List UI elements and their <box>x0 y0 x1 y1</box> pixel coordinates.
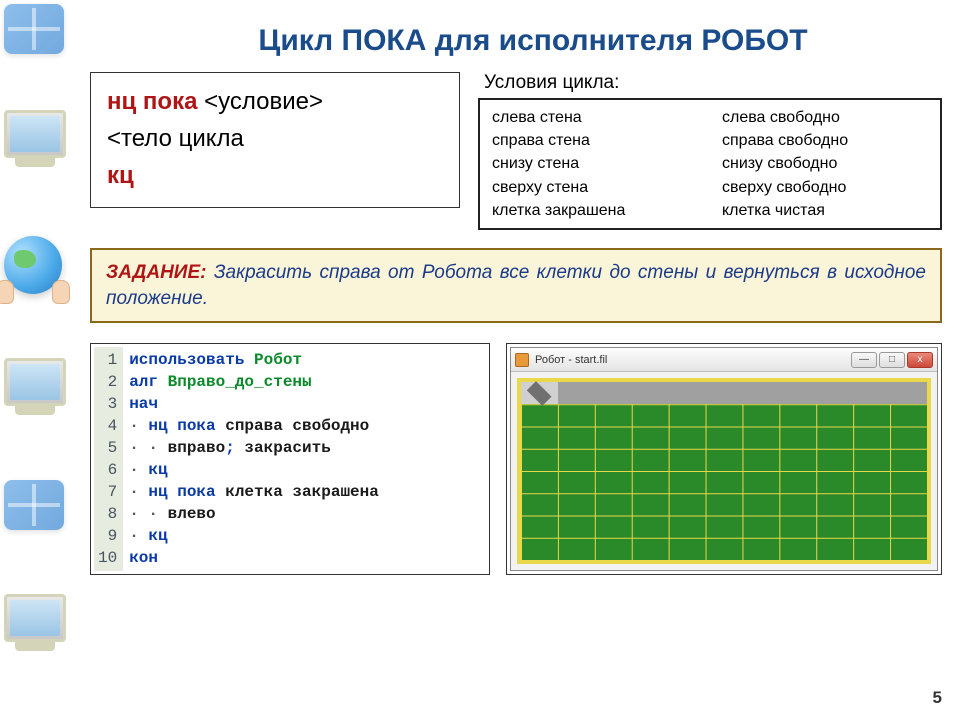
conditions-box: слева стенасправа стенаснизу стенасверху… <box>478 98 942 230</box>
maximize-button[interactable]: □ <box>879 352 905 368</box>
code-panel: 12345678910 использовать Роботалг Вправо… <box>90 343 490 575</box>
task-label: ЗАДАНИЕ: <box>106 262 206 283</box>
robot <box>521 382 558 404</box>
code-lines: использовать Роботалг Вправо_до_стенынач… <box>123 347 385 571</box>
code-gutter: 12345678910 <box>94 347 123 571</box>
app-icon <box>515 353 529 367</box>
task-text: Закрасить справа от Робота все клетки до… <box>106 262 926 309</box>
kw-nc-poka: нц пока <box>107 88 197 115</box>
grid-overlay <box>521 382 927 560</box>
window-title: Робот - start.fil <box>535 354 607 366</box>
robot-field <box>517 378 931 564</box>
page-title: Цикл ПОКА для исполнителя РОБОТ <box>124 24 942 58</box>
conditions-col1: слева стенасправа стенаснизу стенасверху… <box>480 104 710 224</box>
syntax-box: нц пока <условие> <тело цикла кц <box>90 72 460 208</box>
robot-panel: Робот - start.fil — □ x <box>506 343 942 575</box>
conditions-col2: слева свободносправа свободноснизу свобо… <box>710 104 940 224</box>
close-button[interactable]: x <box>907 352 933 368</box>
syntax-body: <тело цикла <box>107 120 443 157</box>
syntax-cond: <условие> <box>197 88 323 115</box>
page-number: 5 <box>933 688 942 708</box>
minimize-button[interactable]: — <box>851 352 877 368</box>
task-box: ЗАДАНИЕ: Закрасить справа от Робота все … <box>90 248 942 323</box>
kw-kc: кц <box>107 157 443 194</box>
robot-window: Робот - start.fil — □ x <box>510 347 938 571</box>
titlebar: Робот - start.fil — □ x <box>511 348 937 372</box>
conditions-title: Условия цикла: <box>484 72 942 94</box>
painted-cells <box>558 382 927 404</box>
